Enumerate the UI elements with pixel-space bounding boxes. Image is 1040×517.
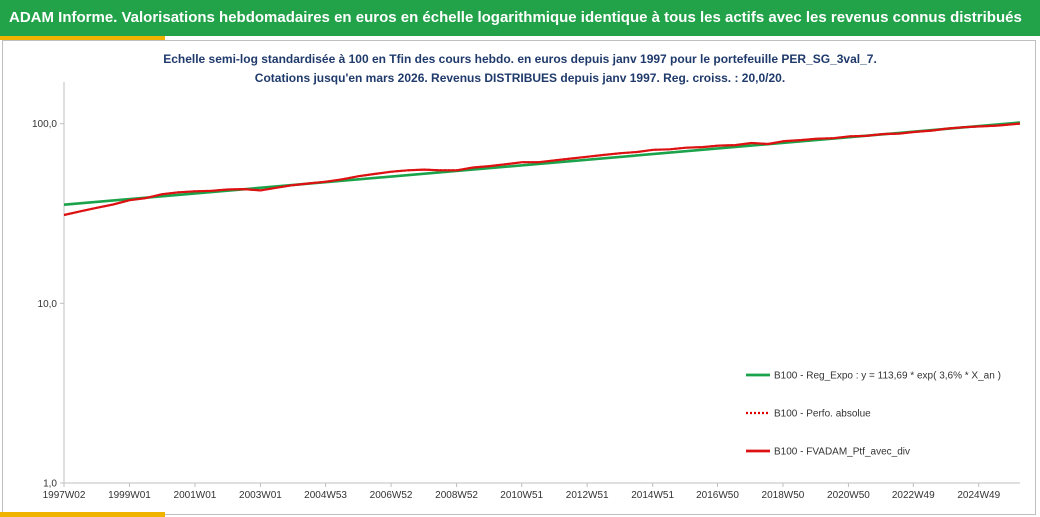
legend-label-2: B100 - FVADAM_Ptf_avec_div xyxy=(774,447,910,458)
x-tick-label: 2022W49 xyxy=(892,490,935,501)
x-tick-label: 2003W01 xyxy=(239,490,282,501)
x-tick-label: 1999W01 xyxy=(108,490,151,501)
y-tick-label: 10,0 xyxy=(38,299,58,310)
page-title: ADAM Informe. Valorisations hebdomadaire… xyxy=(0,0,1040,36)
y-axis-ticks: 1,0 10,0 100,0 xyxy=(32,119,64,490)
x-tick-label: 2020W50 xyxy=(827,490,870,501)
chart-subtitle-line-2: Cotations jusqu'en mars 2026. Revenus DI… xyxy=(254,71,786,85)
x-tick-label: 2010W51 xyxy=(500,490,543,501)
x-tick-label: 2018W50 xyxy=(762,490,805,501)
plot-area xyxy=(63,121,1021,217)
footer-accent-bar xyxy=(0,512,165,517)
x-tick-label: 2016W50 xyxy=(696,490,739,501)
chart-subtitle-line-1: Echelle semi-log standardisée à 100 en T… xyxy=(163,52,877,66)
legend-label-0: B100 - Reg_Expo : y = 113,69 * exp( 3,6%… xyxy=(774,371,1001,382)
chart-frame xyxy=(2,40,1036,515)
y-tick-label: 1,0 xyxy=(43,479,57,490)
chart-axes xyxy=(63,82,1020,484)
y-tick-label: 100,0 xyxy=(32,119,57,130)
chart-legend: B100 - Reg_Expo : y = 113,69 * exp( 3,6%… xyxy=(746,371,1001,458)
x-tick-label: 2024W49 xyxy=(957,490,1000,501)
x-tick-label: 1997W02 xyxy=(43,490,86,501)
series-line-2 xyxy=(63,122,1021,217)
series-line-1 xyxy=(63,122,1021,216)
x-tick-label: 2004W53 xyxy=(304,490,347,501)
x-tick-label: 2008W52 xyxy=(435,490,478,501)
x-tick-label: 2006W52 xyxy=(370,490,413,501)
x-tick-label: 2012W51 xyxy=(566,490,609,501)
x-tick-label: 2014W51 xyxy=(631,490,674,501)
x-axis-ticks: 1997W02 1999W01 2001W01 2003W01 2004W53 2006W… xyxy=(43,483,1001,501)
title-accent-bar xyxy=(0,36,165,40)
legend-label-1: B100 - Perfo. absolue xyxy=(774,409,871,420)
x-tick-label: 2001W01 xyxy=(174,490,217,501)
